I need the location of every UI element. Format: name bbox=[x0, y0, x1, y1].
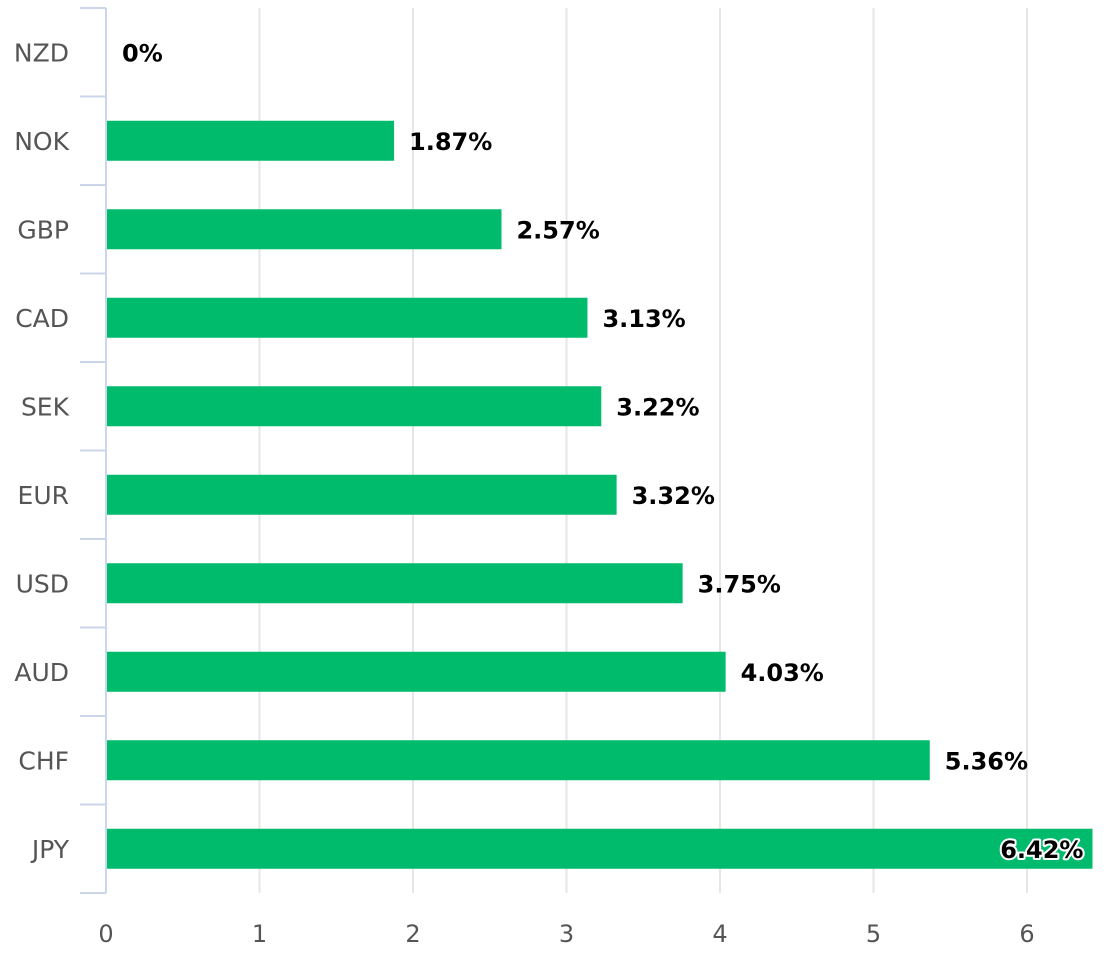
bar-cad bbox=[107, 297, 588, 338]
category-label-nok: NOK bbox=[14, 127, 69, 156]
category-label-chf: CHF bbox=[18, 746, 69, 775]
data-label-nok: 1.87% bbox=[409, 128, 492, 156]
x-tick-label: 2 bbox=[405, 920, 420, 948]
category-label-eur: EUR bbox=[18, 481, 69, 510]
data-label-usd: 3.75% bbox=[698, 570, 781, 598]
bar-sek bbox=[107, 386, 602, 427]
data-label-cad: 3.13% bbox=[602, 305, 685, 333]
data-label-sek: 3.22% bbox=[616, 393, 699, 421]
category-label-gbp: GBP bbox=[17, 215, 69, 244]
x-tick-label: 5 bbox=[866, 920, 881, 948]
x-tick-label: 3 bbox=[559, 920, 574, 948]
axes bbox=[80, 7, 107, 894]
data-label-nzd: 0% bbox=[122, 39, 163, 67]
category-label-jpy: JPY bbox=[30, 835, 70, 864]
category-label-usd: USD bbox=[16, 569, 69, 598]
bar-chf bbox=[107, 740, 930, 781]
labels: 0 1 2 3 4 5 6 NZD 0% NOK 1.87% GBP 2.57% CAD 3.13% SEK 3… bbox=[14, 38, 1086, 948]
category-label-aud: AUD bbox=[14, 658, 69, 687]
category-label-cad: CAD bbox=[15, 304, 69, 333]
bars bbox=[107, 120, 1093, 869]
category-label-nzd: NZD bbox=[14, 38, 69, 67]
data-label-chf: 5.36% bbox=[945, 747, 1028, 775]
bar-usd bbox=[107, 563, 683, 604]
x-tick-label: 0 bbox=[98, 920, 113, 948]
category-label-sek: SEK bbox=[21, 392, 70, 421]
data-label-jpy: 6.42% bbox=[1000, 836, 1083, 864]
x-tick-label: 6 bbox=[1019, 920, 1034, 948]
data-label-aud: 4.03% bbox=[741, 659, 824, 687]
bar-aud bbox=[107, 651, 726, 692]
data-label-eur: 3.32% bbox=[632, 482, 715, 510]
data-label-gbp: 2.57% bbox=[516, 216, 599, 244]
bar-eur bbox=[107, 474, 617, 515]
bar-gbp bbox=[107, 209, 502, 250]
x-tick-label: 4 bbox=[712, 920, 727, 948]
x-tick-label: 1 bbox=[252, 920, 267, 948]
bar-nok bbox=[107, 120, 395, 161]
bar-jpy bbox=[107, 828, 1093, 869]
